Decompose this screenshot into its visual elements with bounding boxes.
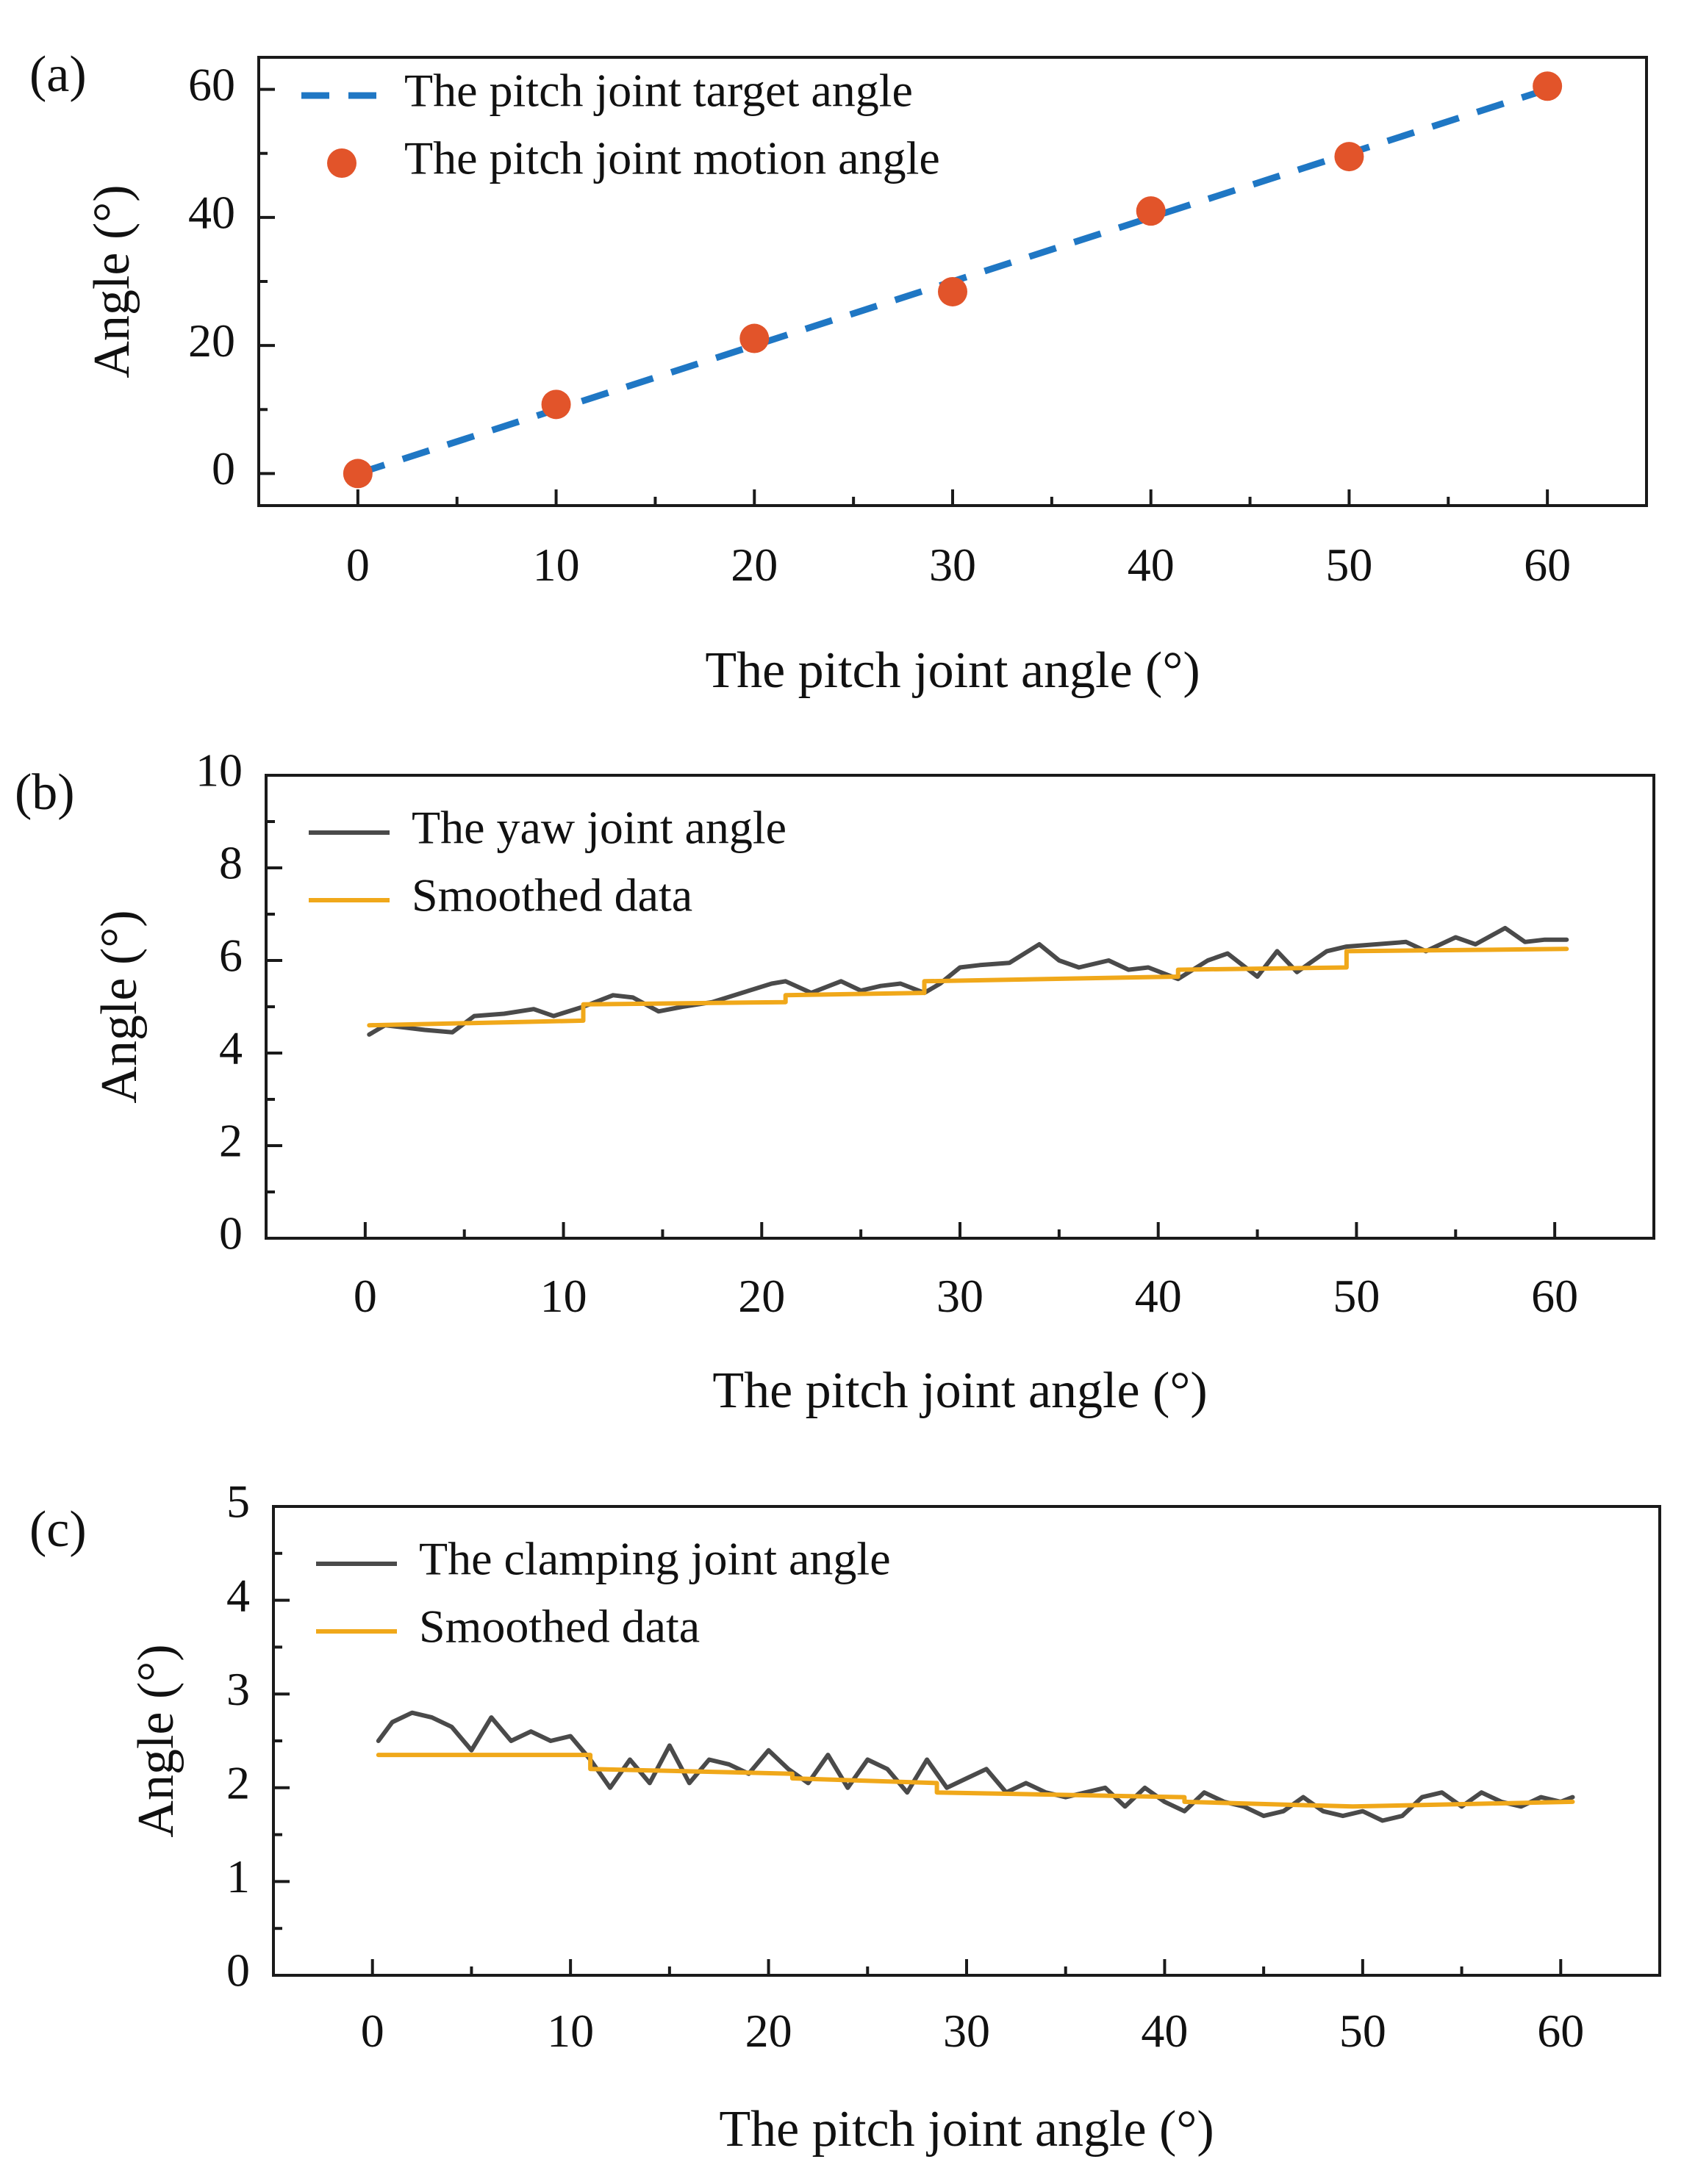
x-tick-label: 40 [1135, 1270, 1182, 1322]
chart-panel-a: (a) 0 10 20 30 40 50 60 0 20 40 60 The pitch joint a… [29, 46, 1648, 699]
y-tick-label: 4 [219, 1022, 243, 1074]
y-tick-label: 0 [226, 1944, 250, 1997]
y-tick-label: 4 [226, 1569, 250, 1621]
x-tick-label: 20 [731, 539, 778, 591]
x-tick-label: 10 [540, 1270, 587, 1322]
legend-label: Smoothed data [412, 869, 692, 922]
x-tick-label: 60 [1524, 539, 1571, 591]
data-point [1533, 71, 1563, 101]
legend-label: The pitch joint motion angle [404, 132, 940, 184]
y-tick-label: 2 [219, 1115, 243, 1167]
x-tick-label: 30 [936, 1270, 983, 1322]
y-tick-label: 0 [212, 442, 235, 495]
y-tick-label: 1 [226, 1850, 250, 1903]
x-tick-label: 10 [547, 2005, 594, 2057]
x-tick-label: 60 [1537, 2005, 1584, 2057]
x-tick-label: 50 [1339, 2005, 1386, 2057]
x-tick-label: 0 [354, 1270, 377, 1322]
x-tick-label: 30 [929, 539, 976, 591]
series-line [376, 1710, 1575, 1823]
y-tick-label: 60 [188, 58, 235, 110]
y-tick-label: 10 [196, 744, 243, 797]
data-point [1334, 142, 1364, 172]
series-line [367, 946, 1569, 1028]
x-tick-label: 30 [943, 2005, 990, 2057]
y-tick-label: 5 [226, 1476, 250, 1528]
x-axis-title: The pitch joint angle (°) [712, 1362, 1207, 1419]
legend-marker [327, 148, 356, 178]
y-tick-label: 6 [219, 930, 243, 982]
x-tick-label: 10 [533, 539, 580, 591]
x-axis-title: The pitch joint angle (°) [705, 642, 1200, 699]
y-tick-label: 3 [226, 1663, 250, 1715]
data-point [343, 459, 373, 489]
series-1 [376, 1753, 1575, 1809]
x-tick-label: 40 [1128, 539, 1175, 591]
legend-label: The clamping joint angle [419, 1533, 891, 1585]
data-point [938, 276, 967, 306]
x-tick-label: 50 [1333, 1270, 1380, 1322]
panel-label: (b) [15, 764, 75, 821]
x-tick-label: 40 [1141, 2005, 1188, 2057]
y-tick-label: 20 [188, 315, 235, 367]
y-axis-title: Angle (°) [84, 184, 140, 378]
legend-label: The yaw joint angle [412, 802, 787, 854]
x-axis-title: The pitch joint angle (°) [719, 2101, 1214, 2158]
x-tick-label: 0 [361, 2005, 384, 2057]
y-tick-label: 40 [188, 187, 235, 239]
y-tick-label: 8 [219, 837, 243, 889]
chart-panel-c: (c) 0 10 20 30 40 50 60 0 1 2 3 4 5 The pitch joint an… [29, 1476, 1661, 2158]
data-point [739, 323, 770, 353]
series-0 [367, 925, 1569, 1037]
x-tick-label: 20 [745, 2005, 792, 2057]
series-line [367, 925, 1569, 1037]
legend-label: Smoothed data [419, 1601, 700, 1653]
series-line [376, 1753, 1575, 1809]
x-tick-label: 60 [1531, 1270, 1578, 1322]
x-tick-label: 0 [346, 539, 370, 591]
y-tick-label: 0 [219, 1207, 243, 1260]
series-1 [367, 946, 1569, 1028]
y-axis-title: Angle (°) [91, 910, 148, 1103]
panel-label: (c) [29, 1501, 87, 1558]
series-0 [376, 1710, 1575, 1823]
x-tick-label: 50 [1325, 539, 1372, 591]
data-point [1136, 196, 1166, 226]
panel-label: (a) [29, 46, 87, 103]
legend-label: The pitch joint target angle [404, 65, 913, 117]
y-axis-title: Angle (°) [128, 1644, 184, 1837]
series-1 [343, 71, 1563, 489]
y-tick-label: 2 [226, 1756, 250, 1808]
x-tick-label: 20 [738, 1270, 785, 1322]
data-point [541, 389, 571, 420]
chart-panel-b: (b) 0 10 20 30 40 50 60 0 2 4 6 8 10 The pitch joint a… [15, 744, 1655, 1419]
